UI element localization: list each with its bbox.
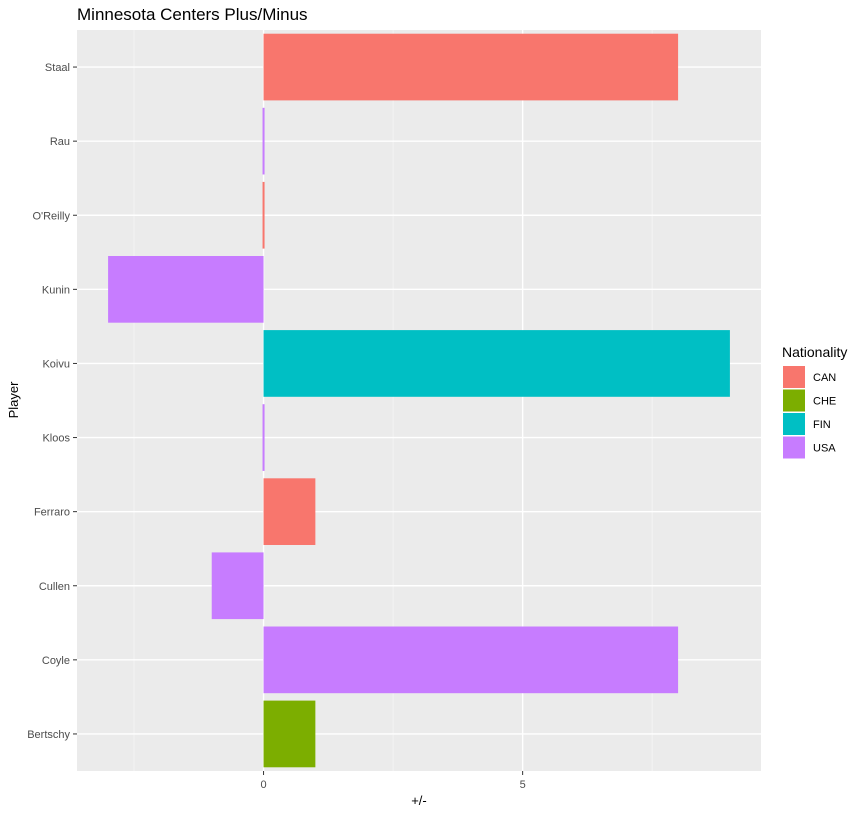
- legend: Nationality CAN CHE FIN USA: [782, 344, 847, 459]
- y-tick-label: Coyle: [42, 655, 70, 667]
- y-tick-label: Staal: [45, 62, 70, 74]
- y-tick-label: Koivu: [42, 358, 70, 370]
- y-tick-label: Ferraro: [34, 507, 70, 519]
- y-tick-label: Bertschy: [27, 729, 70, 741]
- legend-label-usa: USA: [813, 443, 836, 455]
- legend-key-can: [783, 366, 805, 388]
- legend-label-can: CAN: [813, 372, 836, 384]
- legend-key-usa: [783, 436, 805, 459]
- bar-rau: [262, 107, 265, 175]
- legend-key-che: [783, 389, 805, 412]
- y-tick-label: O'Reilly: [32, 210, 70, 222]
- bar-staal: [263, 33, 679, 101]
- bar-o-reilly: [262, 181, 265, 249]
- y-axis-ticks: Staal Rau O'Reilly Kunin Koivu Kloos Ferraro Cu…: [27, 62, 77, 741]
- y-tick-label: Kloos: [42, 433, 70, 445]
- x-tick-label: 5: [520, 779, 526, 791]
- x-tick-label: 0: [260, 779, 266, 791]
- bar-cullen: [211, 552, 264, 620]
- bar-coyle: [263, 626, 679, 694]
- x-axis-title: +/-: [411, 793, 427, 808]
- bar-ferraro: [263, 478, 316, 545]
- bars: [108, 33, 730, 768]
- legend-title: Nationality: [782, 344, 847, 360]
- y-tick-label: Cullen: [39, 581, 70, 593]
- y-axis-title: Player: [6, 381, 21, 419]
- bar-koivu: [263, 330, 730, 397]
- chart-title: Minnesota Centers Plus/Minus: [77, 5, 308, 24]
- y-tick-label: Rau: [50, 136, 70, 148]
- bar-bertschy: [263, 700, 316, 768]
- legend-key-fin: [783, 413, 805, 435]
- bar-kunin: [108, 256, 264, 323]
- legend-label-che: CHE: [813, 396, 836, 408]
- legend-label-fin: FIN: [813, 419, 831, 431]
- bar-kloos: [262, 404, 265, 471]
- y-tick-label: Kunin: [42, 284, 70, 296]
